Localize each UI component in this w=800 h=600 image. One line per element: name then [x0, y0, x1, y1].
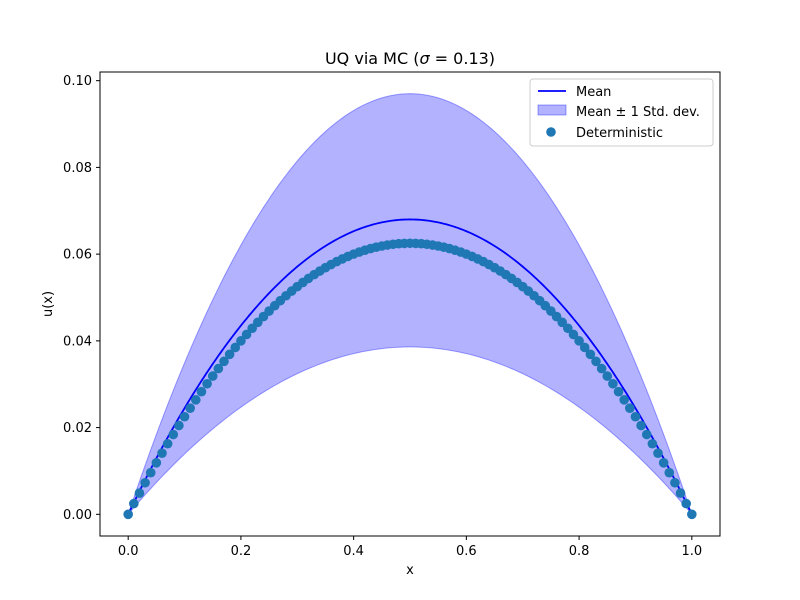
deterministic-point — [585, 349, 596, 360]
legend-deterministic-label: Deterministic — [576, 126, 663, 141]
deterministic-point — [579, 342, 590, 353]
y-axis-label: u(x) — [41, 291, 56, 317]
x-tick-label: 0.8 — [569, 544, 590, 559]
legend-box — [529, 78, 714, 147]
deterministic-point — [207, 371, 218, 381]
deterministic-point — [602, 371, 613, 381]
deterministic-point — [191, 395, 201, 405]
deterministic-point — [630, 411, 641, 422]
x-tick-label: 0.6 — [456, 544, 477, 559]
x-tick-label: 0.4 — [343, 544, 364, 559]
x-tick-label: 0.0 — [118, 544, 139, 559]
legend-deterministic-swatch — [546, 127, 556, 137]
deterministic-point — [157, 448, 167, 458]
deterministic-point — [123, 509, 133, 520]
deterministic-point — [179, 411, 190, 422]
deterministic-point — [129, 498, 139, 509]
legend: Mean Mean ± 1 Std. dev. Deterministic — [529, 78, 714, 147]
deterministic-point — [613, 386, 624, 397]
x-tick-label: 1.0 — [681, 544, 702, 559]
deterministic-point — [681, 498, 691, 509]
std-band — [127, 93, 693, 515]
y-tick-label: 0.02 — [63, 421, 92, 436]
y-tick-label: 0.06 — [63, 248, 92, 263]
deterministic-point — [213, 363, 224, 374]
deterministic-point — [664, 467, 675, 478]
y-tick-label: 0.00 — [63, 508, 92, 523]
y-axis-ticks: 0.00 0.02 0.04 0.06 0.08 0.10 — [63, 74, 100, 523]
deterministic-point — [563, 323, 573, 334]
chart-title: UQ via MC (σ = 0.13) — [325, 49, 495, 68]
y-tick-label: 0.04 — [63, 334, 92, 349]
mean-line-layer — [127, 218, 693, 515]
deterministic-point — [636, 420, 646, 431]
x-axis-ticks: 0.0 0.2 0.4 0.6 0.8 1.0 — [118, 536, 702, 559]
plot-frame — [99, 71, 721, 537]
deterministic-point — [134, 488, 145, 498]
deterministic-point — [608, 378, 618, 389]
deterministic-point — [174, 420, 184, 431]
deterministic-point — [670, 477, 680, 488]
deterministic-point — [658, 458, 669, 468]
deterministic-point — [619, 395, 629, 405]
deterministic-point — [625, 403, 635, 413]
x-tick-label: 0.2 — [231, 544, 252, 559]
y-tick-label: 0.08 — [63, 161, 92, 176]
deterministic-point — [151, 458, 162, 468]
mean-line — [127, 218, 693, 515]
deterministic-point — [196, 386, 207, 397]
deterministic-point — [247, 323, 257, 334]
deterministic-point — [241, 329, 252, 340]
deterministic-point — [591, 356, 601, 367]
deterministic-point — [145, 467, 156, 478]
deterministic-point — [185, 403, 195, 413]
deterministic-point — [557, 317, 567, 328]
std-band-layer — [127, 93, 693, 515]
deterministic-point — [647, 438, 658, 449]
deterministic-point — [568, 329, 579, 340]
legend-band-label: Mean ± 1 Std. dev. — [576, 105, 700, 120]
deterministic-point — [574, 336, 584, 346]
y-tick-label: 0.10 — [63, 74, 92, 89]
deterministic-scatter-layer — [123, 238, 697, 520]
legend-mean-label: Mean — [576, 85, 611, 100]
deterministic-point — [162, 438, 173, 449]
deterministic-point — [140, 477, 150, 488]
x-axis-label: x — [406, 563, 414, 578]
deterministic-point — [236, 336, 246, 346]
deterministic-point — [641, 429, 652, 440]
legend-band-swatch — [537, 104, 567, 116]
deterministic-point — [224, 349, 235, 360]
deterministic-point — [596, 363, 607, 374]
deterministic-point — [687, 509, 697, 520]
deterministic-point — [168, 429, 179, 440]
deterministic-point — [675, 488, 686, 498]
deterministic-point — [202, 378, 212, 389]
deterministic-point — [653, 448, 663, 458]
deterministic-point — [219, 356, 229, 367]
deterministic-point — [230, 342, 241, 353]
